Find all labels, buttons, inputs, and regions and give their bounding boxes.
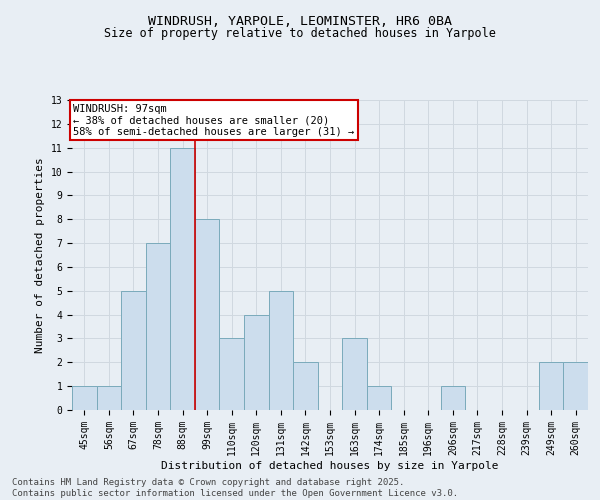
Bar [563,362,588,410]
Bar [367,386,391,410]
Bar [220,338,244,410]
Bar [195,219,220,410]
Text: WINDRUSH, YARPOLE, LEOMINSTER, HR6 0BA: WINDRUSH, YARPOLE, LEOMINSTER, HR6 0BA [148,15,452,28]
Bar [244,314,269,410]
Bar [440,386,465,410]
Bar [539,362,563,410]
Text: Size of property relative to detached houses in Yarpole: Size of property relative to detached ho… [104,28,496,40]
X-axis label: Distribution of detached houses by size in Yarpole: Distribution of detached houses by size … [161,460,499,470]
Y-axis label: Number of detached properties: Number of detached properties [35,157,45,353]
Bar [97,386,121,410]
Text: Contains HM Land Registry data © Crown copyright and database right 2025.
Contai: Contains HM Land Registry data © Crown c… [12,478,458,498]
Bar [269,291,293,410]
Bar [342,338,367,410]
Text: WINDRUSH: 97sqm
← 38% of detached houses are smaller (20)
58% of semi-detached h: WINDRUSH: 97sqm ← 38% of detached houses… [73,104,355,137]
Bar [121,291,146,410]
Bar [146,243,170,410]
Bar [170,148,195,410]
Bar [72,386,97,410]
Bar [293,362,318,410]
